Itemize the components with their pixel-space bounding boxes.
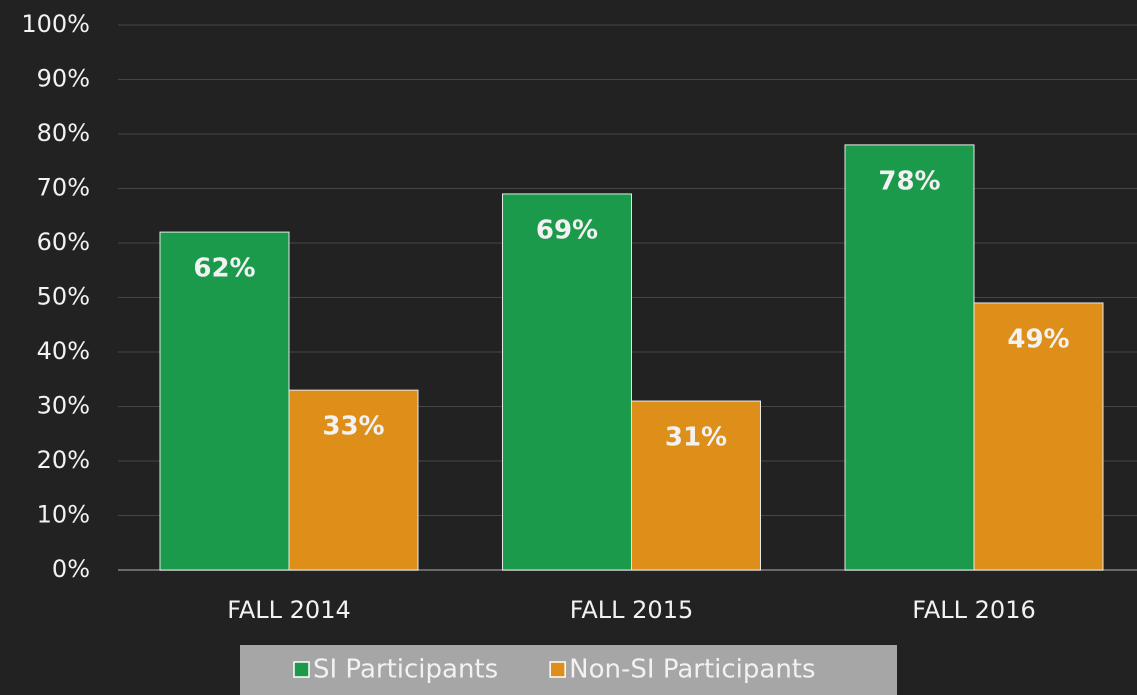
bar [502, 193, 632, 571]
bar [973, 302, 1104, 571]
y-tick-label: 10% [37, 501, 90, 529]
y-tick-label: 80% [37, 119, 90, 147]
legend-label: SI Participants [313, 655, 498, 685]
legend-box [240, 645, 897, 695]
y-tick-label: 20% [37, 446, 90, 474]
data-label: 69% [536, 215, 598, 245]
bar [159, 231, 290, 571]
y-tick-label: 0% [52, 555, 90, 583]
legend-swatch [293, 661, 310, 678]
y-tick-label: 60% [37, 228, 90, 256]
x-tick-label: FALL 2016 [912, 596, 1035, 624]
data-label: 62% [193, 254, 255, 284]
bar [288, 389, 419, 571]
x-tick-label: FALL 2014 [227, 596, 350, 624]
y-tick-label: 100% [21, 10, 90, 38]
y-tick-label: 30% [37, 392, 90, 420]
data-label: 78% [878, 166, 940, 196]
y-tick-label: 90% [37, 65, 90, 93]
y-tick-label: 50% [37, 283, 90, 311]
data-label: 49% [1007, 324, 1069, 354]
bar [844, 144, 975, 571]
bar [631, 400, 761, 571]
data-label: 31% [665, 423, 727, 453]
legend-swatch [549, 661, 566, 678]
data-label: 33% [322, 412, 384, 442]
y-tick-label: 40% [37, 337, 90, 365]
y-tick-label: 70% [37, 174, 90, 202]
legend-label: Non-SI Participants [569, 655, 815, 685]
x-tick-label: FALL 2015 [570, 596, 693, 624]
